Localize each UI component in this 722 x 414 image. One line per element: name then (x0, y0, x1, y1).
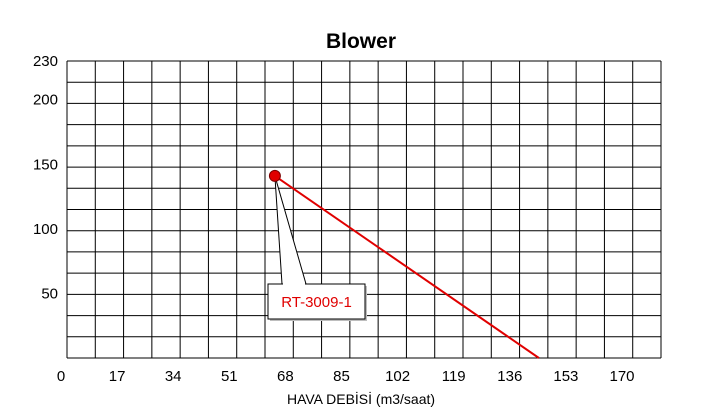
series-line (274, 175, 540, 359)
x-tick-label: 51 (221, 368, 238, 385)
x-tick-label: 34 (165, 368, 182, 385)
y-tick-label: 150 (33, 156, 58, 173)
chart-title: Blower (326, 30, 396, 53)
annotation: RT-3009-1 (267, 169, 367, 321)
y-tick-label: 200 (33, 92, 58, 109)
x-tick-label: 17 (109, 368, 126, 385)
grid (66, 60, 662, 359)
x-tick-label: 0 (57, 368, 65, 385)
x-tick-label: 68 (277, 368, 294, 385)
operating-point-marker (268, 169, 281, 182)
annotation-label: RT-3009-1 (281, 294, 352, 311)
x-axis-label: HAVA DEBİSİ (m3/saat) (287, 390, 435, 407)
x-tick-label: 153 (553, 368, 578, 385)
x-tick-label: 85 (333, 368, 350, 385)
callout-pointer (274, 175, 307, 285)
y-tick-label: 100 (33, 221, 58, 238)
series (274, 175, 540, 359)
y-axis-ticks: 230 200 150 100 50 (33, 53, 58, 302)
x-tick-label: 102 (385, 368, 410, 385)
x-tick-label: 170 (609, 368, 634, 385)
y-tick-label: 230 (33, 53, 58, 70)
x-tick-label: 119 (442, 368, 466, 385)
x-axis-ticks: 0 17 34 51 68 85 102 119 136 153 170 (57, 368, 635, 385)
y-tick-label: 50 (41, 285, 58, 302)
callout-box (267, 283, 366, 320)
x-tick-label: 136 (497, 368, 522, 385)
